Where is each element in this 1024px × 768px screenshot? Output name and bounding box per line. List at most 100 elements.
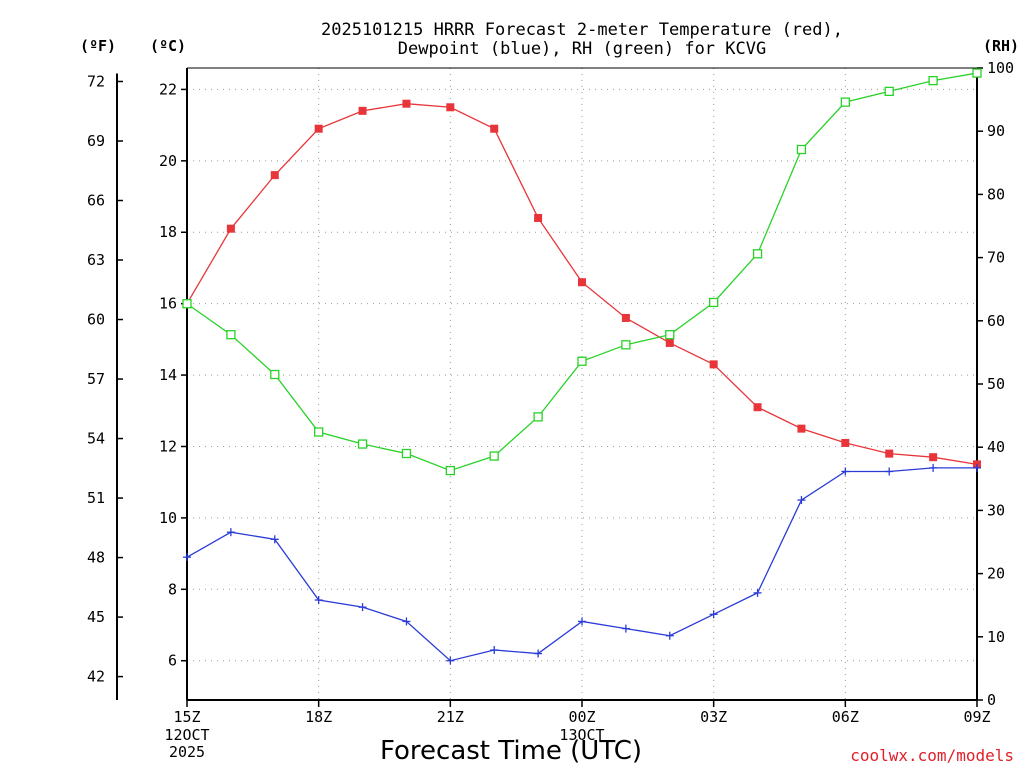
dewpoint-series: [183, 463, 981, 665]
gridlines: [187, 68, 977, 700]
rh-point-2: [270, 369, 280, 380]
fahrenheit-tick-label-48: 48: [87, 549, 105, 567]
dewpoint-point-6: [446, 656, 455, 665]
rh-point-17: [928, 75, 938, 86]
fahrenheit-tick-label-51: 51: [87, 489, 105, 507]
celsius-tick-label-10: 10: [159, 509, 177, 527]
rh-point-14: [796, 144, 807, 155]
x-tick-label-00Z: 00Z: [568, 708, 595, 726]
rh-tick-label-50: 50: [987, 375, 1005, 393]
celsius-tick-label-20: 20: [159, 152, 177, 170]
rh-point-10: [621, 340, 631, 350]
fahrenheit-tick-label-54: 54: [87, 430, 105, 448]
rh-point-13: [752, 249, 763, 259]
x-tick-sublabel-13OCT: 13OCT: [559, 726, 604, 744]
temperature-series: [183, 99, 981, 469]
dewpoint-point-2: [270, 535, 279, 544]
rh-point-12: [709, 297, 719, 308]
rh-point-6: [445, 465, 455, 476]
x-tick-label-18Z: 18Z: [305, 708, 332, 726]
dewpoint-point-8: [534, 649, 543, 658]
dewpoint-point-12: [709, 610, 718, 619]
x-tick-label-21Z: 21Z: [437, 708, 464, 726]
x-tick-label-09Z: 09Z: [963, 708, 990, 726]
fahrenheit-tick-label-63: 63: [87, 251, 105, 269]
dewpoint-point-10: [621, 624, 630, 633]
rh-point-15: [840, 97, 850, 107]
celsius-tick-label-16: 16: [159, 295, 177, 313]
rh-point-3: [314, 427, 324, 437]
rh-tick-label-90: 90: [987, 122, 1005, 140]
temperature-point-15: [841, 438, 850, 447]
rh-point-16: [884, 86, 894, 97]
rh-point-8: [533, 412, 543, 422]
chart-title-line-2: Dewpoint (blue), RH (green) for KCVG: [398, 39, 766, 59]
chart-title-line-1: 2025101215 HRRR Forecast 2-meter Tempera…: [321, 20, 843, 40]
celsius-tick-label-14: 14: [159, 366, 177, 384]
temperature-point-5: [402, 99, 411, 108]
temperature-point-13: [753, 403, 762, 412]
rh-series: [182, 68, 982, 476]
temperature-point-8: [534, 213, 543, 222]
rh-point-1: [226, 330, 236, 340]
temperature-point-12: [709, 360, 718, 369]
dewpoint-point-14: [797, 496, 806, 505]
rh-tick-label-30: 30: [987, 501, 1005, 519]
fahrenheit-tick-label-57: 57: [87, 370, 105, 388]
temperature-point-3: [314, 124, 323, 133]
dewpoint-point-1: [226, 528, 235, 537]
x-tick-label-03Z: 03Z: [700, 708, 727, 726]
rh-tick-label-60: 60: [987, 312, 1005, 330]
celsius-tick-label-8: 8: [168, 580, 177, 598]
x-tick-sublabel-12OCT: 12OCT: [164, 726, 209, 744]
rh-point-11: [665, 330, 675, 340]
celsius-tick-label-12: 12: [159, 437, 177, 455]
temperature-point-6: [446, 103, 455, 112]
dewpoint-point-3: [314, 596, 323, 605]
celsius-tick-label-18: 18: [159, 223, 177, 241]
rh-point-9: [577, 356, 587, 366]
fahrenheit-unit-label: (ºF): [80, 37, 116, 55]
celsius-tick-label-22: 22: [159, 80, 177, 98]
x-tick-label-06Z: 06Z: [832, 708, 859, 726]
dewpoint-point-7: [490, 646, 499, 655]
series-layer: [182, 68, 982, 665]
rh-point-18: [972, 68, 982, 78]
rh-tick-label-20: 20: [987, 565, 1005, 583]
celsius-unit-label: (ºC): [150, 37, 186, 55]
rh-point-0: [182, 299, 192, 309]
dewpoint-point-5: [402, 617, 411, 626]
temperature-point-9: [578, 278, 586, 287]
fahrenheit-tick-label-69: 69: [87, 132, 105, 150]
dewpoint-point-0: [183, 553, 191, 562]
tick-labels: 6 8 10 12 14 16 18 20 22 42 45 48 51 54 57 60 63 66 69 72 0 1…: [87, 59, 1014, 761]
rh-tick-label-0: 0: [987, 691, 996, 709]
rh-tick-label-40: 40: [987, 438, 1005, 456]
x-axis-label: Forecast Time (UTC): [380, 736, 642, 766]
x-tick-label-15Z: 15Z: [173, 708, 200, 726]
dewpoint-line: [186, 467, 977, 662]
temperature-point-16: [885, 449, 894, 458]
dewpoint-point-13: [753, 588, 762, 597]
x-tick-sublabel-2025: 2025: [169, 743, 205, 761]
temperature-point-10: [621, 313, 630, 322]
fahrenheit-tick-label-66: 66: [87, 192, 105, 210]
dewpoint-point-9: [578, 617, 586, 626]
axes: [116, 67, 983, 707]
dewpoint-point-17: [929, 463, 938, 472]
chart-title: 2025101215 HRRR Forecast 2-meter Tempera…: [321, 20, 843, 59]
rh-point-5: [401, 448, 412, 459]
rh-point-4: [357, 439, 368, 449]
dewpoint-point-16: [885, 467, 894, 476]
rh-unit-label: (RH): [983, 37, 1019, 55]
dewpoint-point-11: [665, 631, 674, 640]
fahrenheit-tick-label-60: 60: [87, 311, 105, 329]
dewpoint-point-15: [841, 467, 850, 476]
temperature-point-1: [226, 224, 235, 233]
dewpoint-point-4: [358, 603, 367, 612]
rh-point-7: [489, 451, 499, 461]
credit-link[interactable]: coolwx.com/models: [850, 746, 1014, 765]
temperature-point-17: [929, 453, 938, 462]
temperature-point-14: [797, 424, 806, 433]
